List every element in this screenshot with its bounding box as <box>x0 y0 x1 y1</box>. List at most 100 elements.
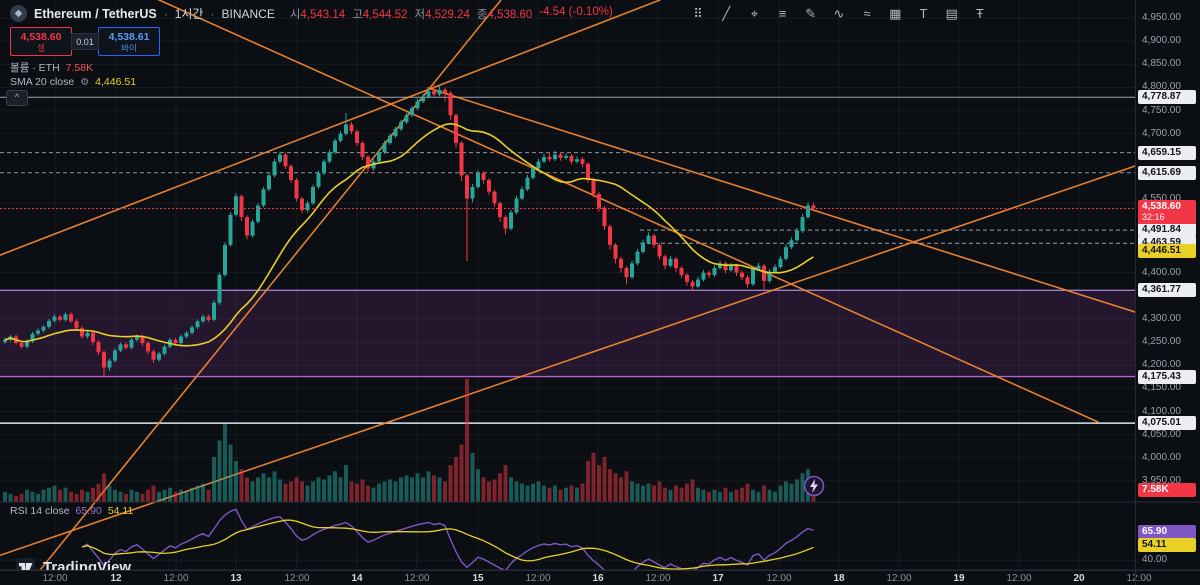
time-label: 12:00 <box>1006 573 1032 584</box>
price-scale-label: 4,150.00 <box>1142 382 1181 394</box>
volume-badge: 7.58K <box>1138 483 1196 497</box>
time-label: 12:00 <box>42 573 68 584</box>
low-label: 저 <box>414 8 426 21</box>
gear-icon[interactable]: ⚙ <box>80 76 90 88</box>
time-label: 19 <box>953 573 965 584</box>
time-label: 12:00 <box>525 573 551 584</box>
price-level-label: 4,075.01 <box>1138 416 1196 431</box>
last-price-badge: 4,538.60 32:16 <box>1138 200 1196 225</box>
price-scale-label: 4,250.00 <box>1142 336 1181 348</box>
pattern-icon[interactable]: ▦ <box>889 6 902 21</box>
cross-tool-icon[interactable]: ⌖ <box>750 6 759 21</box>
volume-legend-label: 볼륨 · ETH <box>10 62 60 74</box>
interval-label[interactable]: 1시간 <box>174 7 204 21</box>
zigzag-icon[interactable]: ∿ <box>833 6 845 21</box>
time-label: 12:00 <box>163 573 189 584</box>
price-scale-label: 4,200.00 <box>1142 359 1181 371</box>
buy-button[interactable]: 4,538.61 바이 <box>98 27 160 56</box>
drag-handle-icon[interactable]: ⠿ <box>693 6 703 21</box>
time-label: 12:00 <box>886 573 912 584</box>
price-scale-label: 4,850.00 <box>1142 58 1181 70</box>
rsi-scale-label: 40.00 <box>1142 554 1168 566</box>
sell-price: 4,538.60 <box>20 30 62 43</box>
time-scale[interactable]: 12:00 12 12:00 13 12:00 14 12:00 15 12:00 16 12:00… <box>0 570 1200 585</box>
price-scale-label: 4,100.00 <box>1142 405 1181 417</box>
close-label: 종 <box>476 8 488 21</box>
exchange-label[interactable]: BINANCE <box>221 6 275 21</box>
time-label: 16 <box>592 573 604 584</box>
bar-countdown: 32:16 <box>1142 212 1165 223</box>
open-label: 시 <box>289 8 301 21</box>
anchored-text-icon[interactable]: Ŧ <box>975 6 984 21</box>
rsi-legend[interactable]: RSI 14 close 65.90 54.11 <box>10 505 133 517</box>
separator-dot: · <box>210 6 215 21</box>
sell-label: 셀 <box>37 42 45 53</box>
time-label: 12:00 <box>766 573 792 584</box>
text-tool-icon[interactable]: T <box>919 6 928 21</box>
rsi-value-badge: 65.90 <box>1138 525 1196 540</box>
low-value: 4,529.24 <box>425 8 470 21</box>
price-level-label: 4,615.69 <box>1138 165 1196 180</box>
close-value: 4,538.60 <box>487 8 533 21</box>
time-label: 17 <box>712 573 724 584</box>
sma-legend[interactable]: SMA 20 close ⚙ 4,446.51 <box>10 76 136 88</box>
rsi-value-badge: 54.11 <box>1138 537 1196 552</box>
trend-line-icon[interactable]: ╱ <box>722 6 731 21</box>
time-label: 13 <box>230 573 242 584</box>
time-label: 12:00 <box>1126 573 1152 584</box>
time-label: 20 <box>1073 573 1085 584</box>
last-price-value: 4,538.60 <box>1142 201 1181 213</box>
eth-logo-icon[interactable]: ◆ <box>10 5 27 22</box>
price-level-label: 4,491.84 <box>1138 223 1196 238</box>
price-scale-label: 4,950.00 <box>1142 12 1181 23</box>
brush-icon[interactable]: ✎ <box>805 6 817 21</box>
price-scale-label: 4,900.00 <box>1142 35 1181 47</box>
price-scale-label: 4,300.00 <box>1142 312 1181 324</box>
rsi-legend-value-2: 54.11 <box>107 505 134 517</box>
volume-legend[interactable]: 볼륨 · ETH 7.58K <box>10 60 93 75</box>
spread-value: 0.01 <box>71 33 99 50</box>
price-level-label: 4,361.77 <box>1138 283 1196 298</box>
price-scale-label: 4,750.00 <box>1142 104 1181 116</box>
separator-dot: · <box>163 6 168 21</box>
lightning-icon[interactable] <box>803 475 825 502</box>
time-label: 14 <box>351 573 363 584</box>
sma-legend-value: 4,446.51 <box>95 76 137 88</box>
high-label: 고 <box>352 8 363 21</box>
rsi-legend-label: RSI 14 close <box>10 505 70 517</box>
rsi-legend-value-1: 65.90 <box>75 505 102 517</box>
time-label: 15 <box>472 573 484 584</box>
sell-button[interactable]: 4,538.60 셀 <box>10 27 72 56</box>
price-scale-label: 4,000.00 <box>1142 451 1181 463</box>
symbol-title[interactable]: Ethereum / TetherUS <box>34 6 157 21</box>
price-scale[interactable]: 4,950.00 4,900.00 4,850.00 4,800.00 4,750.00… <box>1135 0 1200 585</box>
time-label: 18 <box>833 573 845 584</box>
forecast-icon[interactable]: ▤ <box>945 6 958 21</box>
symbol-header: ◆ Ethereum / TetherUS · 1시간 · BINANCE 시4… <box>10 5 613 22</box>
price-scale-label: 3,950.00 <box>1142 474 1181 486</box>
change-value: -4.54 (-0.10%) <box>539 5 613 18</box>
trade-panel: 4,538.60 셀 0.01 4,538.61 바이 <box>10 27 160 56</box>
price-scale-label: 4,550.00 <box>1142 193 1181 205</box>
volume-legend-value: 7.58K <box>65 61 94 74</box>
time-label: 12 <box>110 573 122 584</box>
time-label: 12:00 <box>284 573 310 584</box>
time-label: 12:00 <box>645 573 671 584</box>
buy-label: 바이 <box>121 42 137 53</box>
price-level-label: 4,778.87 <box>1138 90 1196 105</box>
buy-price: 4,538.61 <box>108 30 150 43</box>
high-value: 4,544.52 <box>362 8 408 21</box>
parallel-channel-icon[interactable]: ≡ <box>778 6 787 21</box>
price-scale-label: 4,400.00 <box>1142 266 1181 278</box>
price-scale-label: 4,050.00 <box>1142 428 1181 440</box>
price-level-label: 4,175.43 <box>1138 369 1196 384</box>
open-value: 4,543.14 <box>300 8 346 21</box>
price-level-label: 4,659.15 <box>1138 145 1196 160</box>
ohlc-row: 시4,543.14 고4,544.52 저4,529.24 종4,538.60 … <box>290 6 613 22</box>
time-label: 12:00 <box>404 573 430 584</box>
price-scale-label: 4,700.00 <box>1142 127 1181 139</box>
elliott-wave-icon[interactable]: ≈ <box>863 6 871 21</box>
pane-collapse-button[interactable]: ^ <box>6 90 28 106</box>
